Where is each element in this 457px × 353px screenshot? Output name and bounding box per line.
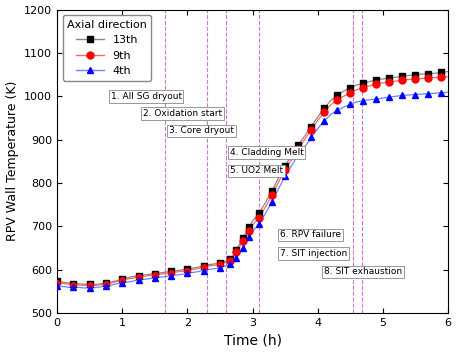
Text: 3. Core dryout: 3. Core dryout (169, 126, 234, 136)
Legend: 13th, 9th, 4th: 13th, 9th, 4th (63, 15, 151, 81)
Text: 8. SIT exhaustion: 8. SIT exhaustion (324, 267, 402, 276)
Text: 7. SIT injection: 7. SIT injection (280, 249, 347, 258)
Y-axis label: RPV Wall Temperature (K): RPV Wall Temperature (K) (5, 81, 19, 241)
X-axis label: Time (h): Time (h) (223, 334, 282, 347)
Text: 4. Cladding Melt: 4. Cladding Melt (230, 148, 303, 157)
Text: 1. All SG dryout: 1. All SG dryout (111, 92, 181, 101)
Text: 6. RPV failure: 6. RPV failure (280, 231, 341, 239)
Text: 5. UO2 Melt: 5. UO2 Melt (230, 166, 283, 175)
Text: 2. Oxidation start: 2. Oxidation start (143, 109, 222, 118)
